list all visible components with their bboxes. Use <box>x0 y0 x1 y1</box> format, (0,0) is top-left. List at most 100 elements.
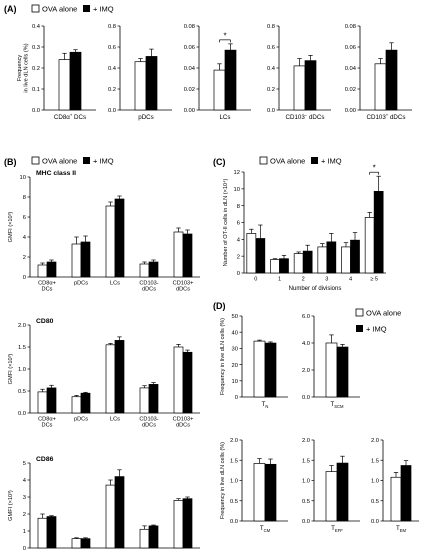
bar-ova <box>37 264 48 278</box>
chart-d4: 0.0 0.5 1.0 1.5 2.0 TEFF <box>302 438 360 533</box>
y-tick-label: 1.0 <box>230 479 238 485</box>
bar-ova <box>213 69 226 111</box>
bar-imq <box>80 538 91 549</box>
bar-imq <box>224 49 237 111</box>
bar-imq <box>80 241 91 278</box>
chart-d3: 0.0 0.5 1.0 1.5 2.0 Frequency in live dLN cel… <box>220 438 288 533</box>
y-tick-label: 1.5 <box>230 458 238 464</box>
x-axis-label: TEFF <box>331 525 343 533</box>
bar-imq <box>400 465 412 522</box>
x-category-label: 4 <box>349 277 352 283</box>
bar-ova <box>293 253 304 274</box>
bar-ova <box>253 340 266 398</box>
panel-letter-b: (B) <box>4 157 17 167</box>
x-category-label-line: CD8α+ <box>38 417 56 423</box>
x-axis-label-main: CD8α <box>54 114 70 121</box>
bar-imq <box>255 238 266 274</box>
legend-b-ova-swatch <box>31 156 40 165</box>
chart-d5: 0.0 0.5 1.0 1.5 2.0 TEM <box>371 438 419 533</box>
y-tick-label: 0.5 <box>371 499 379 505</box>
y-tick-label: 4.0 <box>302 341 310 347</box>
x-category-label: CD103+ dDCs <box>173 417 194 429</box>
y-tick-label: 0.0 <box>302 395 310 401</box>
x-category-label: ≥ 5 <box>370 277 378 283</box>
y-tick-label: 10 <box>20 175 26 181</box>
bar-imq <box>46 387 57 414</box>
bar-imq <box>326 241 337 274</box>
x-axis-label: pDCs <box>138 114 153 121</box>
y-tick-label: 0 <box>23 546 26 550</box>
x-axis-label-script: N <box>265 404 268 409</box>
y-tick-label: 0.0 <box>302 519 310 525</box>
y-axis-label-line: GMFI (×10³) <box>8 354 14 385</box>
bar-ova <box>139 263 150 278</box>
x-axis-label-script: EM <box>400 528 407 533</box>
x-category-label-line: pDCs <box>74 281 88 287</box>
chart-subtitle: CD80 <box>36 318 54 325</box>
bar-ova <box>105 484 116 549</box>
bar-ova <box>325 342 338 398</box>
y-tick-label: 2.0 <box>302 438 310 444</box>
bar-imq <box>279 258 289 274</box>
legend-b-imq-swatch <box>83 157 90 164</box>
bar-ova <box>37 517 48 549</box>
y-tick-label: 2 <box>23 255 26 261</box>
bar-imq <box>80 392 91 414</box>
bar-ova <box>374 63 387 111</box>
x-category-label-line: 4 <box>349 277 352 283</box>
bar-ova <box>37 391 48 414</box>
x-category-label-line: CD103- <box>139 417 158 423</box>
bar-imq <box>148 525 159 549</box>
y-tick-label: 0.6 <box>108 45 116 51</box>
x-category-label-line: dDCs <box>176 287 190 293</box>
y-tick-label: 2.0 <box>371 438 379 444</box>
bar-imq <box>114 476 125 549</box>
bar-imq <box>264 463 277 522</box>
y-tick-label: 20 <box>232 363 238 369</box>
chart-d2: 0.0 2.0 4.0 6.0 TSCM <box>302 314 360 409</box>
y-axis-label-line: Frequency <box>17 55 23 82</box>
bar-ova <box>71 243 82 278</box>
x-axis-label: CD103− dDCs <box>286 113 325 122</box>
y-axis-label-line: GMFI (×10³) <box>8 212 14 243</box>
x-axis-label: TEM <box>396 525 407 533</box>
x-category-label-line: 3 <box>325 277 328 283</box>
x-axis-label-script: EFF <box>335 528 343 533</box>
x-category-label-line: dDCs <box>142 423 156 429</box>
legend-a-imq-swatch <box>83 5 90 12</box>
x-axis-label-main: T <box>260 525 264 532</box>
y-tick-label: 2.0 <box>18 323 26 329</box>
y-axis-label-line: Frequency in live dLN cells (%) <box>220 318 226 395</box>
y-tick-label: 0.02 <box>345 87 356 93</box>
significance-star: * <box>373 164 376 173</box>
x-category-label: LCs <box>110 281 120 287</box>
y-tick-label: 50 <box>232 314 238 320</box>
x-category-label-line: DCs <box>42 287 53 293</box>
x-axis-label: CD103+ dDCs <box>367 113 406 122</box>
bar-ova <box>341 246 351 274</box>
y-tick-label: 1.5 <box>371 458 379 464</box>
legend-c-ova-swatch <box>259 156 268 165</box>
y-tick-label: 1.0 <box>302 479 310 485</box>
chart-subtitle: MHC class II <box>36 170 76 177</box>
y-tick-label: 0.06 <box>345 45 356 51</box>
y-tick-label: 0.0 <box>32 108 40 114</box>
legend-c: OVA alone + IMQ <box>259 156 342 166</box>
chart-b1: 0 2 4 6 8 10 GMFI (×10³) MHC class II CD8α+ DCs pD… <box>8 170 200 293</box>
x-axis-label-script: SCM <box>334 404 344 409</box>
y-tick-label: 6 <box>237 221 240 227</box>
y-tick-label: 0.0 <box>267 108 275 114</box>
y-tick-label: 3 <box>23 495 26 501</box>
legend-b-imq-label: + IMQ <box>93 157 114 166</box>
x-category-label-line: 2 <box>302 277 305 283</box>
bar-imq <box>46 261 57 278</box>
x-category-label: CD8α+ DCs <box>38 417 56 429</box>
x-axis-label-main: T <box>330 401 334 408</box>
y-tick-label: 2.0 <box>302 368 310 374</box>
x-category-label-line: 1 <box>278 277 281 283</box>
y-tick-label: 0.4 <box>267 66 276 72</box>
y-tick-label: 6 <box>23 215 26 221</box>
x-category-label-line: CD103+ <box>173 281 194 287</box>
y-tick-label: 8 <box>23 195 26 201</box>
x-category-label-line: dDCs <box>176 423 190 429</box>
